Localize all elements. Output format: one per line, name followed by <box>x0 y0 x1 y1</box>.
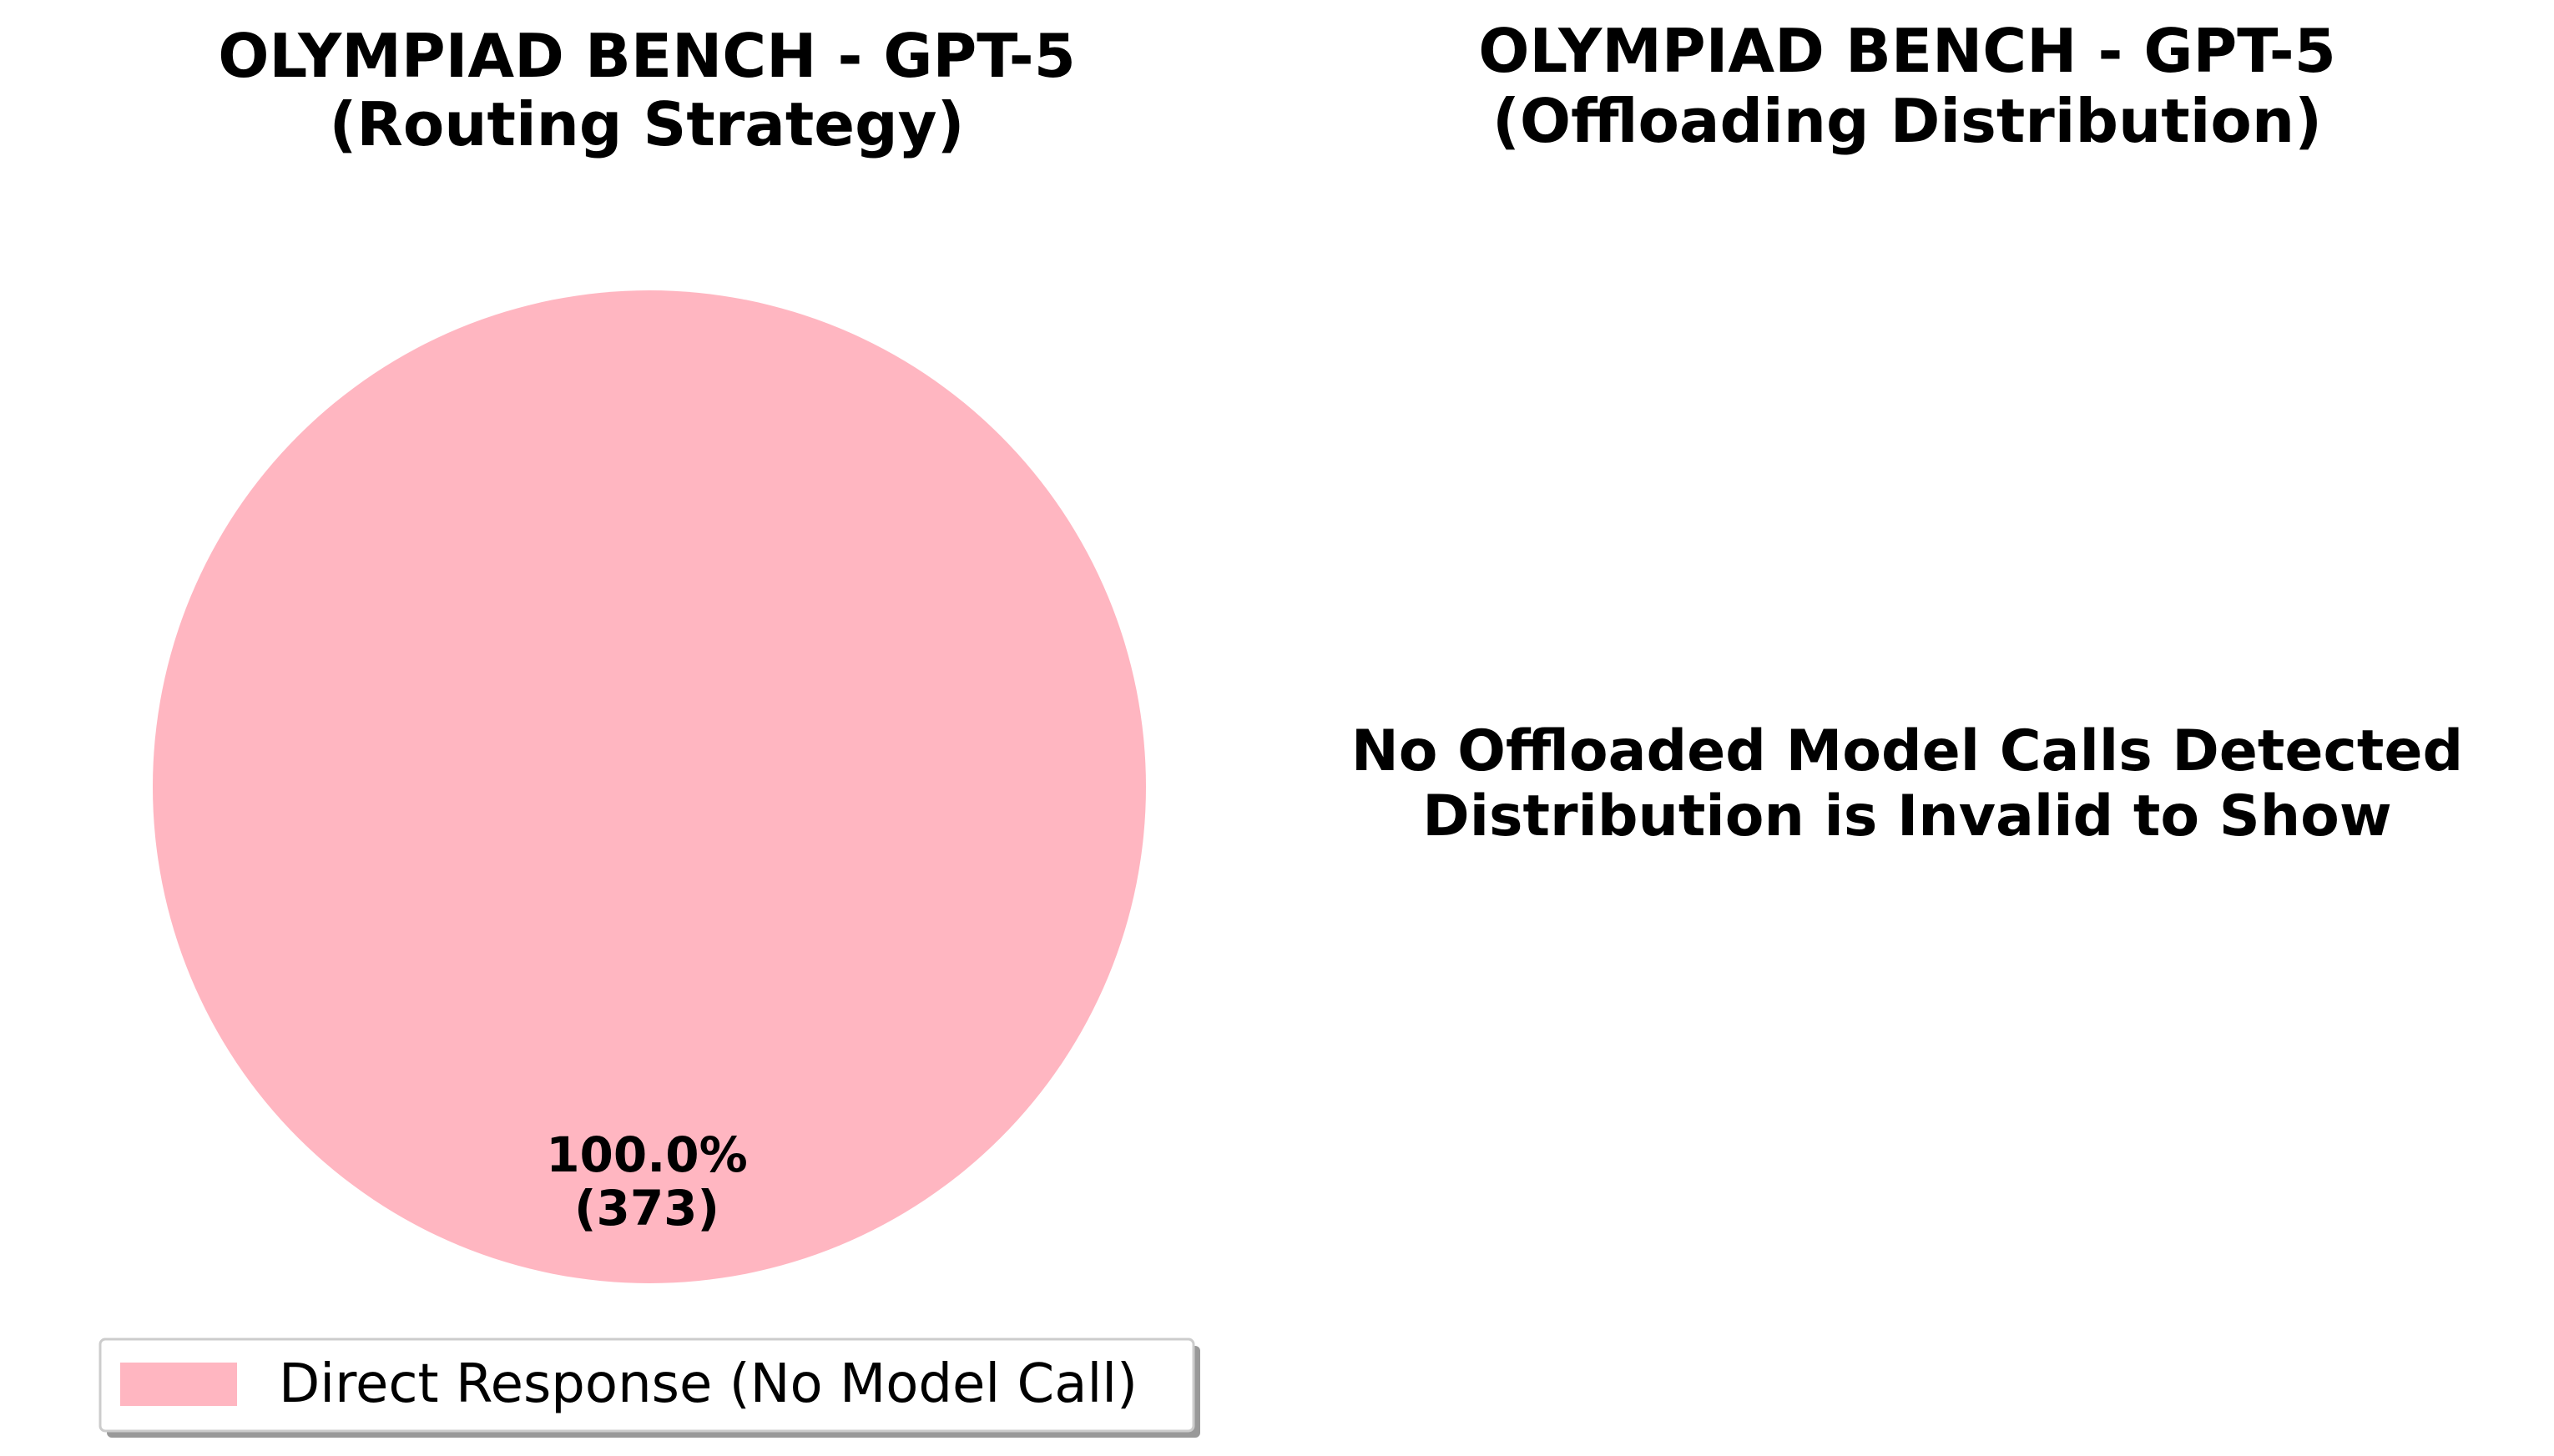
offloading-distribution-chart: OLYMPIAD BENCH - GPT-5 (Offloading Distr… <box>1351 16 2463 849</box>
legend: Direct Response (No Model Call) <box>98 1338 1200 1438</box>
routing-strategy-chart: OLYMPIAD BENCH - GPT-5 (Routing Strategy… <box>98 21 1200 1438</box>
no-data-message-line-2: Distribution is Invalid to Show <box>1422 783 2391 849</box>
pie-slice-direct-response-no-model-call <box>153 290 1146 1283</box>
legend-entry-direct-response: Direct Response (No Model Call) <box>279 1353 1138 1415</box>
legend-box <box>98 1338 1195 1433</box>
legend-swatch <box>120 1363 237 1406</box>
routing-chart-title: OLYMPIAD BENCH - GPT-5 <box>218 21 1076 91</box>
no-data-message-line-1: No Offloaded Model Calls Detected <box>1351 718 2463 784</box>
routing-chart-subtitle: (Routing Strategy) <box>329 89 964 159</box>
offloading-chart-title: OLYMPIAD BENCH - GPT-5 <box>1478 16 2336 86</box>
slice-count-label: (373) <box>574 1180 719 1237</box>
slice-percent-label: 100.0% <box>546 1126 748 1183</box>
routing-pie <box>153 290 1146 1283</box>
offloading-chart-subtitle: (Offloading Distribution) <box>1492 86 2322 156</box>
